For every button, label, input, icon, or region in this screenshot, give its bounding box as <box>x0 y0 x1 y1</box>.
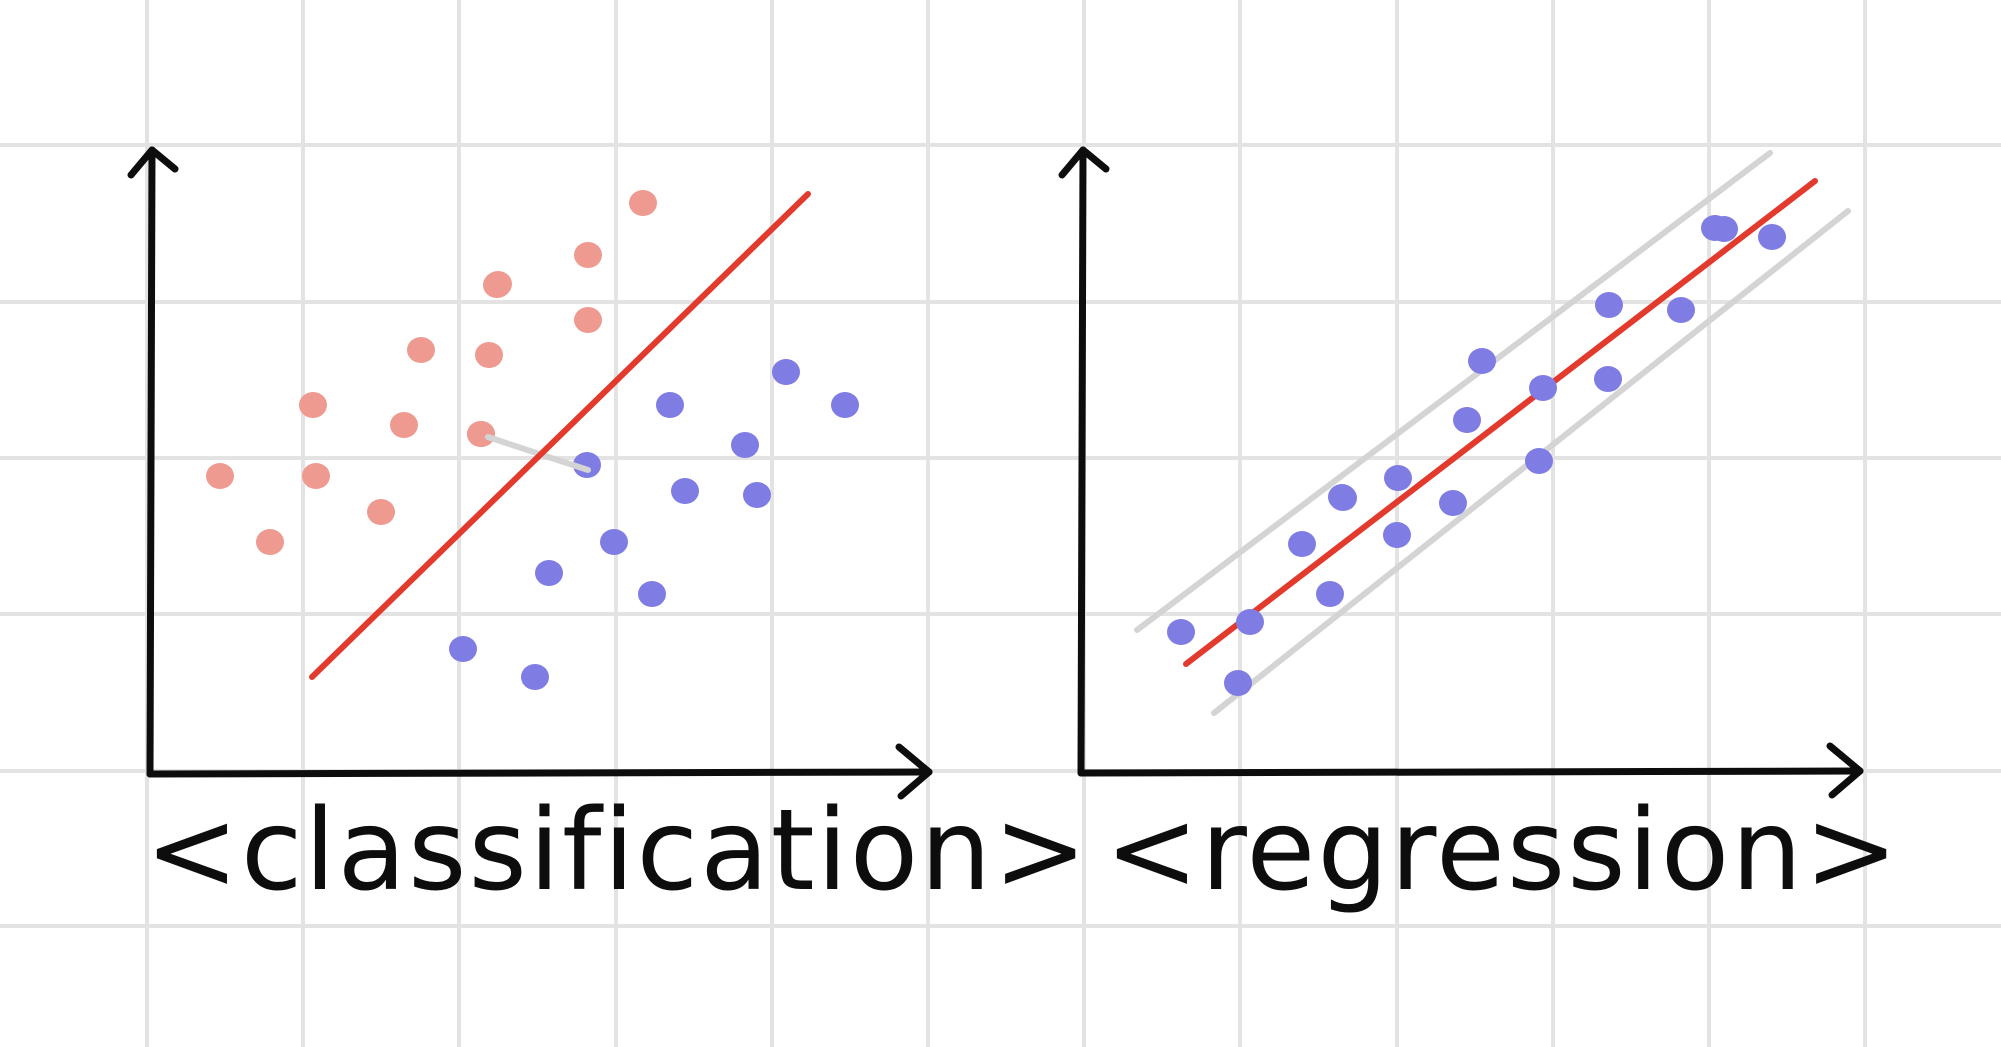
regression-caption: <regression> <box>1105 786 1901 916</box>
classification-points <box>206 190 859 690</box>
regression-axes <box>1058 146 1864 799</box>
class-a-point <box>483 272 511 298</box>
regression-point <box>1439 490 1467 516</box>
class-a-point <box>574 242 602 268</box>
regression-point <box>1595 292 1623 318</box>
regression-x-axis <box>1077 767 1864 777</box>
regression-line <box>1183 178 1818 667</box>
class-b-point <box>731 432 759 458</box>
class-a-point <box>256 529 284 555</box>
regression-y-axis-arrowhead <box>1058 146 1110 179</box>
regression-point <box>1383 522 1411 548</box>
regression-x-axis-arrowhead <box>1826 742 1864 799</box>
regression-point <box>1529 375 1557 401</box>
class-b-point <box>772 359 800 385</box>
class-b-point <box>449 636 477 662</box>
regression-point <box>1594 366 1622 392</box>
class-b-point <box>521 664 549 690</box>
regression-point <box>1316 581 1344 607</box>
classification-panel <box>127 146 933 800</box>
regression-point <box>1224 670 1252 696</box>
class-a-point <box>574 307 602 333</box>
class-b-point <box>638 581 666 607</box>
class-a-point <box>407 337 435 363</box>
classification-x-axis <box>146 768 933 778</box>
class-a-point <box>390 412 418 438</box>
classification-lines <box>309 191 811 680</box>
class-a-point <box>206 463 234 489</box>
class-b-point <box>600 529 628 555</box>
regression-point <box>1329 485 1357 511</box>
class-a-point <box>475 342 503 368</box>
regression-point <box>1758 224 1786 250</box>
regression-point <box>1384 465 1412 491</box>
class-a-point <box>302 463 330 489</box>
class-b-point <box>573 452 601 478</box>
classification-y-axis-arrowhead <box>127 146 179 179</box>
regression-point <box>1453 407 1481 433</box>
regression-points <box>1167 215 1786 696</box>
regression-point <box>1288 531 1316 557</box>
regression-point <box>1525 448 1553 474</box>
upper-margin-line <box>1134 150 1773 633</box>
regression-point <box>1710 216 1738 242</box>
classification-y-axis <box>146 146 156 778</box>
regression-point <box>1167 619 1195 645</box>
classification-x-axis-arrowhead <box>895 743 933 800</box>
regression-point <box>1667 297 1695 323</box>
class-a-point <box>629 190 657 216</box>
regression-point <box>1468 348 1496 374</box>
class-a-point <box>299 392 327 418</box>
regression-panel <box>1058 146 1864 799</box>
classification-caption: <classification> <box>145 786 1090 916</box>
class-b-point <box>671 478 699 504</box>
class-b-point <box>535 560 563 586</box>
class-b-point <box>743 482 771 508</box>
classification-axes <box>127 146 933 800</box>
class-a-point <box>367 499 395 525</box>
class-a-point <box>467 421 495 447</box>
regression-y-axis <box>1077 146 1087 777</box>
class-b-point <box>831 392 859 418</box>
decision-boundary-line <box>309 191 811 680</box>
regression-point <box>1236 609 1264 635</box>
class-b-point <box>656 392 684 418</box>
